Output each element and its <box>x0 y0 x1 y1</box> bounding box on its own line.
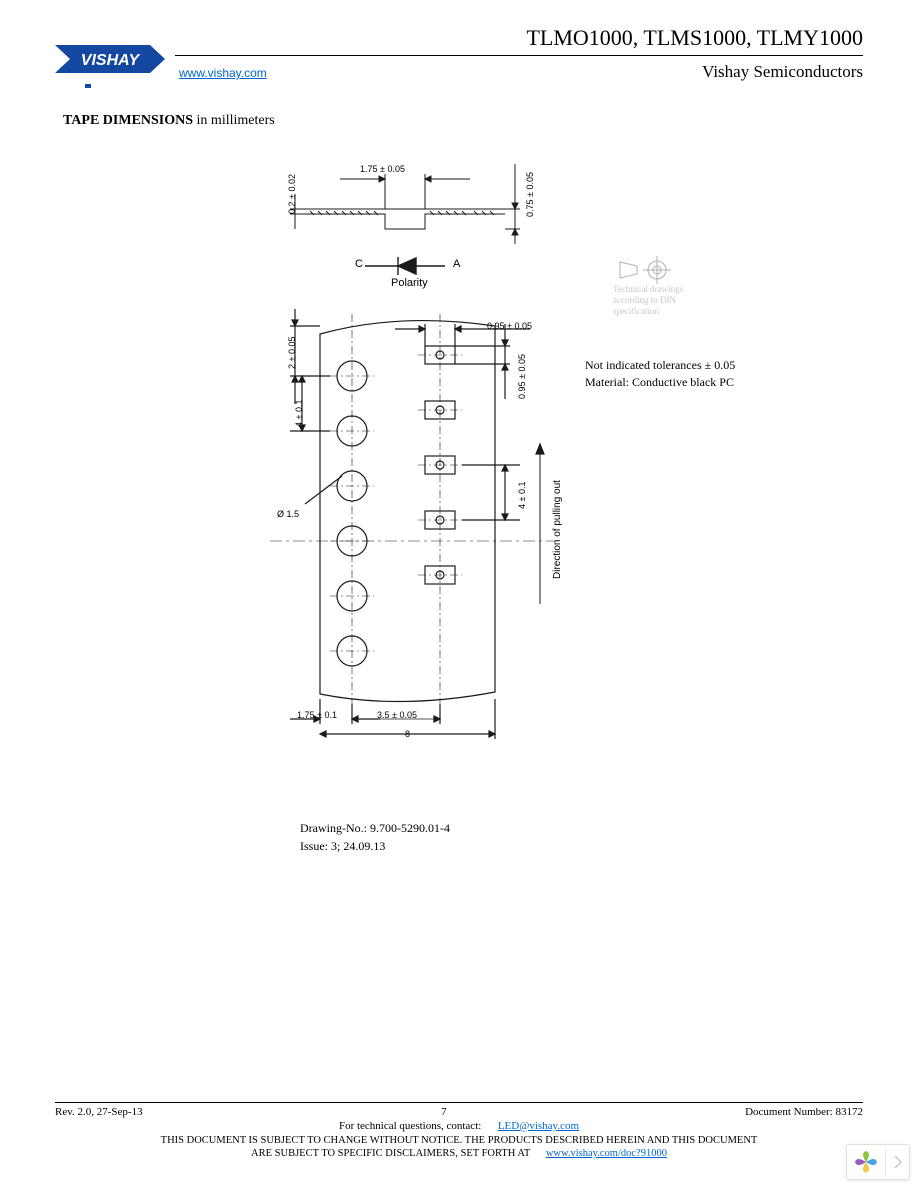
dim-edge-dist: 1.75 ± 0.1 <box>297 710 337 720</box>
revision: Rev. 2.0, 27-Sep-13 <box>55 1106 143 1118</box>
section-title: TAPE DIMENSIONS in millimeters <box>63 113 863 129</box>
tape-drawing <box>250 304 590 744</box>
proj-note-l2: according to DIN <box>613 295 683 306</box>
page-number: 7 <box>441 1106 447 1118</box>
disclaimer-l1: THIS DOCUMENT IS SUBJECT TO CHANGE WITHO… <box>55 1134 863 1147</box>
dim-pocket-width: 1.75 ± 0.05 <box>360 164 405 174</box>
dim-tape-thickness: 0.2 ± 0.02 <box>287 174 297 214</box>
vishay-logo: VISHAY <box>55 45 165 95</box>
page-header: VISHAY TLMO1000, TLMS1000, TLMY1000 www.… <box>55 45 863 95</box>
dim-pocket-center: 3.5 ± 0.05 <box>377 710 417 720</box>
cross-section-drawing <box>280 154 540 264</box>
polarity-label: Polarity <box>391 277 428 289</box>
brand-subtitle: Vishay Semiconductors <box>702 62 863 82</box>
footer-rule <box>55 1102 863 1103</box>
logo-block: VISHAY <box>55 45 175 95</box>
dim-top-margin: 2 ± 0.05 <box>287 337 297 369</box>
tech-contact-label: For technical questions, contact: <box>339 1120 481 1132</box>
direction-label: Direction of pulling out <box>552 480 563 579</box>
material-note: Material: Conductive black PC <box>585 374 735 391</box>
polarity-symbol <box>350 251 470 296</box>
dim-sprocket-pitch: 4 ± 0.1 <box>294 400 304 427</box>
dim-pocket-pitch: 4 ± 0.1 <box>517 482 527 509</box>
disclaimer: THIS DOCUMENT IS SUBJECT TO CHANGE WITHO… <box>55 1134 863 1160</box>
nav-widget <box>846 1144 910 1180</box>
projection-note: Technical drawings according to DIN spec… <box>613 284 683 316</box>
disclaimer-l2: ARE SUBJECT TO SPECIFIC DISCLAIMERS, SET… <box>251 1148 530 1159</box>
polarity-c: C <box>355 258 363 270</box>
diagram-notes: Not indicated tolerances ± 0.05 Material… <box>585 357 735 391</box>
page-footer: Rev. 2.0, 27-Sep-13 7 Document Number: 8… <box>55 1102 863 1160</box>
section-title-rest: in millimeters <box>193 113 275 128</box>
document-number: Document Number: 83172 <box>745 1106 863 1118</box>
drawing-info: Drawing-No.: 9.700-5290.01-4 Issue: 3; 2… <box>300 819 450 855</box>
nav-next-button[interactable] <box>885 1149 903 1175</box>
dim-pocket-h: 0.95 ± 0.05 <box>517 354 527 399</box>
drawing-number: Drawing-No.: 9.700-5290.01-4 <box>300 819 450 837</box>
tolerance-note: Not indicated tolerances ± 0.05 <box>585 357 735 374</box>
drawing-issue: Issue: 3; 24.09.13 <box>300 837 450 855</box>
polarity-a: A <box>453 258 460 270</box>
projection-symbol-icon <box>615 254 675 284</box>
diagram-area: 1.75 ± 0.05 0.2 ± 0.02 0.75 ± 0.05 C A P… <box>55 139 863 899</box>
section-title-bold: TAPE DIMENSIONS <box>63 113 193 128</box>
chevron-right-icon <box>894 1155 902 1169</box>
disclaimer-link[interactable]: www.vishay.com/doc?91000 <box>546 1148 667 1159</box>
nav-logo-icon[interactable] <box>853 1149 879 1175</box>
tech-contact-link[interactable]: LED@vishay.com <box>498 1120 579 1132</box>
dim-tape-width: 8 <box>405 729 410 739</box>
logo-text: VISHAY <box>81 52 141 69</box>
dim-pocket-w: 0.95 ± 0.05 <box>487 321 532 331</box>
proj-note-l1: Technical drawings <box>613 284 683 295</box>
dim-sprocket-dia: Ø 1.5 <box>277 509 299 519</box>
proj-note-l3: specification <box>613 306 683 317</box>
website-link[interactable]: www.vishay.com <box>179 66 267 80</box>
part-numbers: TLMO1000, TLMS1000, TLMY1000 <box>175 25 863 51</box>
header-rule <box>175 55 863 56</box>
dim-overall-depth: 0.75 ± 0.05 <box>525 172 535 217</box>
